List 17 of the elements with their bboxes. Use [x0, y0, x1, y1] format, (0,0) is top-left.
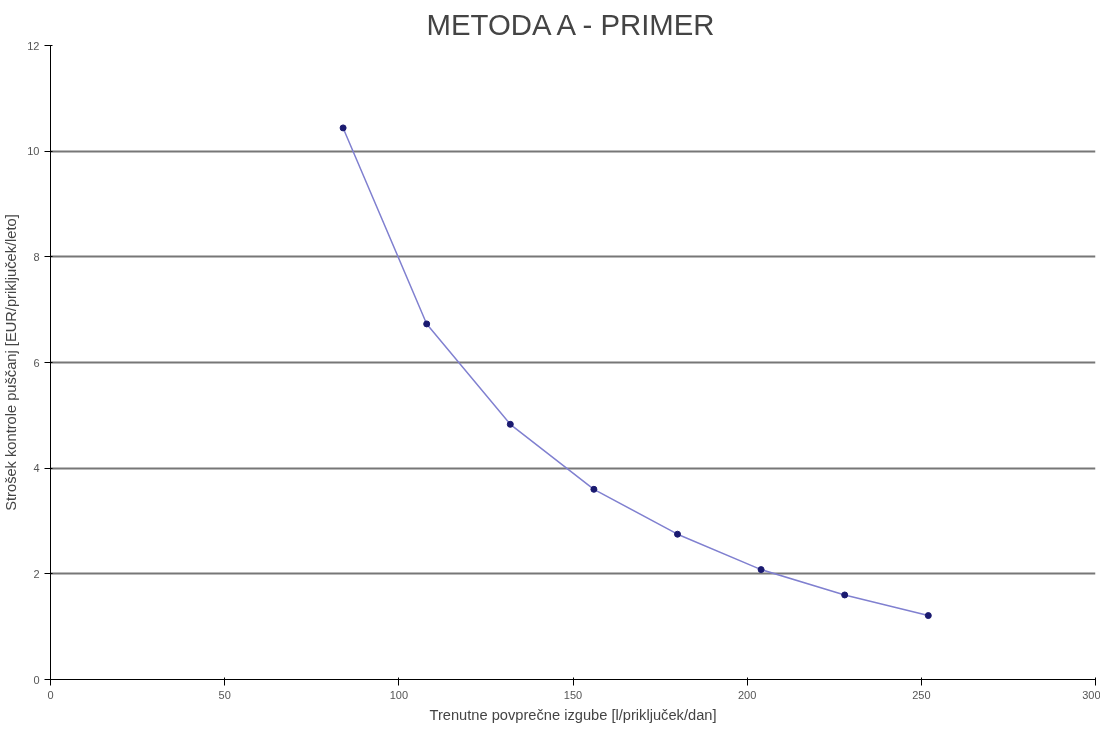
- y-tick-label: 0: [33, 673, 40, 686]
- y-tick-label: 6: [33, 356, 40, 369]
- x-tick-label: 50: [218, 688, 231, 701]
- x-tick-label: 0: [47, 688, 54, 701]
- y-tick-label: 2: [33, 567, 40, 580]
- y-tick-label: 4: [33, 462, 40, 475]
- x-tick-label: 300: [1082, 688, 1101, 701]
- y-tick-label: 10: [27, 145, 40, 158]
- x-tick-label: 150: [563, 688, 583, 701]
- y-tick-label: 8: [33, 250, 40, 263]
- x-tick-label: 200: [737, 688, 757, 701]
- chart-title: METODA A - PRIMER: [426, 7, 715, 41]
- y-axis-title: Strošek kontrole puščanj [EUR/priključek/leto]: [3, 214, 20, 511]
- x-axis-title: Trenutne povprečne izgube [l/priključek/dan]: [429, 706, 717, 723]
- x-tick-label: 250: [912, 688, 931, 701]
- x-tick-label: 100: [389, 688, 409, 701]
- y-tick-label: 12: [27, 39, 40, 52]
